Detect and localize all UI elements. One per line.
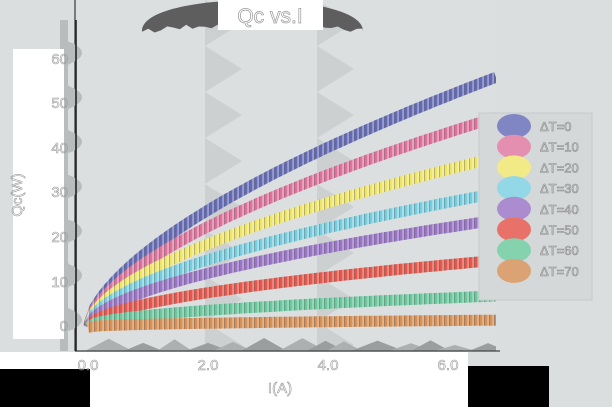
svg-text:40: 40 [51,140,68,157]
svg-text:ΔT=70: ΔT=70 [540,264,579,279]
svg-text:I(A): I(A) [268,380,292,397]
svg-text:ΔT=50: ΔT=50 [540,223,579,238]
svg-text:ΔT=10: ΔT=10 [540,140,579,155]
svg-text:ΔT=0: ΔT=0 [540,119,571,134]
svg-text:0: 0 [60,318,68,335]
svg-text:Qc vs.I: Qc vs.I [237,5,302,28]
svg-text:10: 10 [51,274,68,291]
svg-text:60: 60 [51,51,68,68]
svg-text:ΔT=40: ΔT=40 [540,202,579,217]
svg-text:50: 50 [51,95,68,112]
svg-text:4.0: 4.0 [318,357,339,374]
svg-text:ΔT=20: ΔT=20 [540,160,579,175]
svg-text:6.0: 6.0 [438,357,459,374]
svg-text:ΔT=30: ΔT=30 [540,181,579,196]
svg-text:0.0: 0.0 [78,357,99,374]
svg-text:30: 30 [51,184,68,201]
svg-text:ΔT=60: ΔT=60 [540,243,579,258]
svg-text:Qc(W): Qc(W) [9,173,26,216]
svg-text:2.0: 2.0 [198,357,219,374]
svg-text:20: 20 [51,229,68,246]
